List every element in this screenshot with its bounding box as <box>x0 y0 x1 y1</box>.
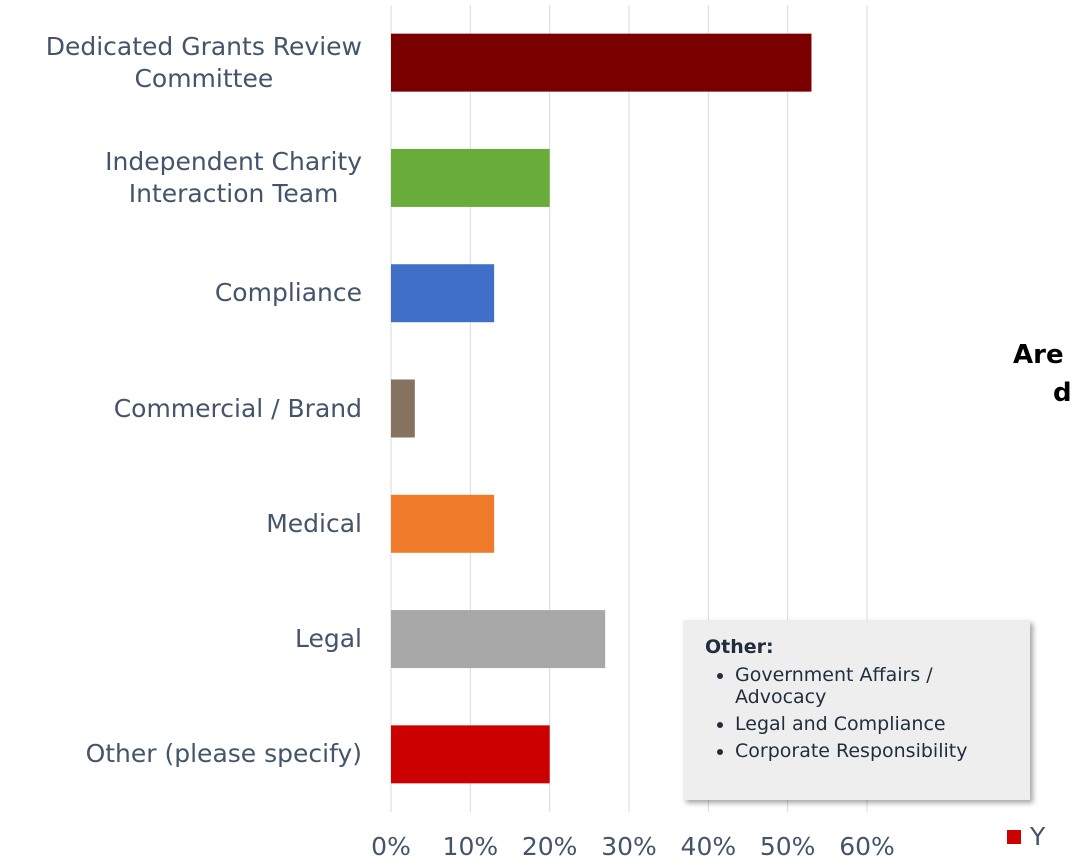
y-tick-label-box: Legal <box>295 623 362 655</box>
x-tick-label: 0% <box>371 832 411 861</box>
other-box: Other: Government Affairs / Advocacy Lega… <box>683 620 1030 800</box>
x-tick-label: 10% <box>442 832 499 861</box>
y-tick-label: Commercial / Brand <box>113 393 362 423</box>
bar <box>391 33 812 92</box>
bar <box>391 264 495 323</box>
y-tick-label: Independent Charity Interaction Team <box>105 146 362 208</box>
y-tick-label-box: Medical <box>266 508 362 540</box>
bar <box>391 610 606 669</box>
y-tick-label: Legal <box>294 624 362 654</box>
x-tick-label: 30% <box>601 832 657 861</box>
legend-swatch <box>1007 830 1021 844</box>
y-tick-label-box: Dedicated Grants Review Committee <box>46 31 362 95</box>
partial-title: Are <box>1013 340 1064 370</box>
y-tick-label-box: Independent Charity Interaction Team <box>105 146 362 210</box>
other-list: Government Affairs / Advocacy Legal and C… <box>683 664 1030 762</box>
y-tick-label: Dedicated Grants Review Committee <box>45 31 362 93</box>
partial-title: d <box>1053 378 1072 408</box>
other-title: Other: <box>705 636 774 658</box>
y-tick-label-box: Compliance <box>215 277 362 309</box>
other-item: Corporate Responsibility <box>735 740 1030 762</box>
y-tick-label-box: Other (please specify) <box>86 738 362 770</box>
bar <box>391 725 550 784</box>
other-item: Legal and Compliance <box>735 713 1030 735</box>
y-tick-label: Other (please specify) <box>85 739 362 769</box>
bar <box>391 379 415 438</box>
x-tick-label: 60% <box>839 832 895 861</box>
y-tick-label: Medical <box>266 508 362 538</box>
legend-label: Y <box>1030 822 1046 851</box>
x-tick-label: 20% <box>521 832 578 861</box>
bar <box>391 494 495 553</box>
bar <box>391 148 550 207</box>
y-tick-label: Compliance <box>214 278 362 308</box>
other-item: Government Affairs / Advocacy <box>735 664 1030 708</box>
x-tick-label: 50% <box>759 832 816 861</box>
x-tick-label: 40% <box>680 832 737 861</box>
y-tick-label-box: Commercial / Brand <box>114 393 362 425</box>
